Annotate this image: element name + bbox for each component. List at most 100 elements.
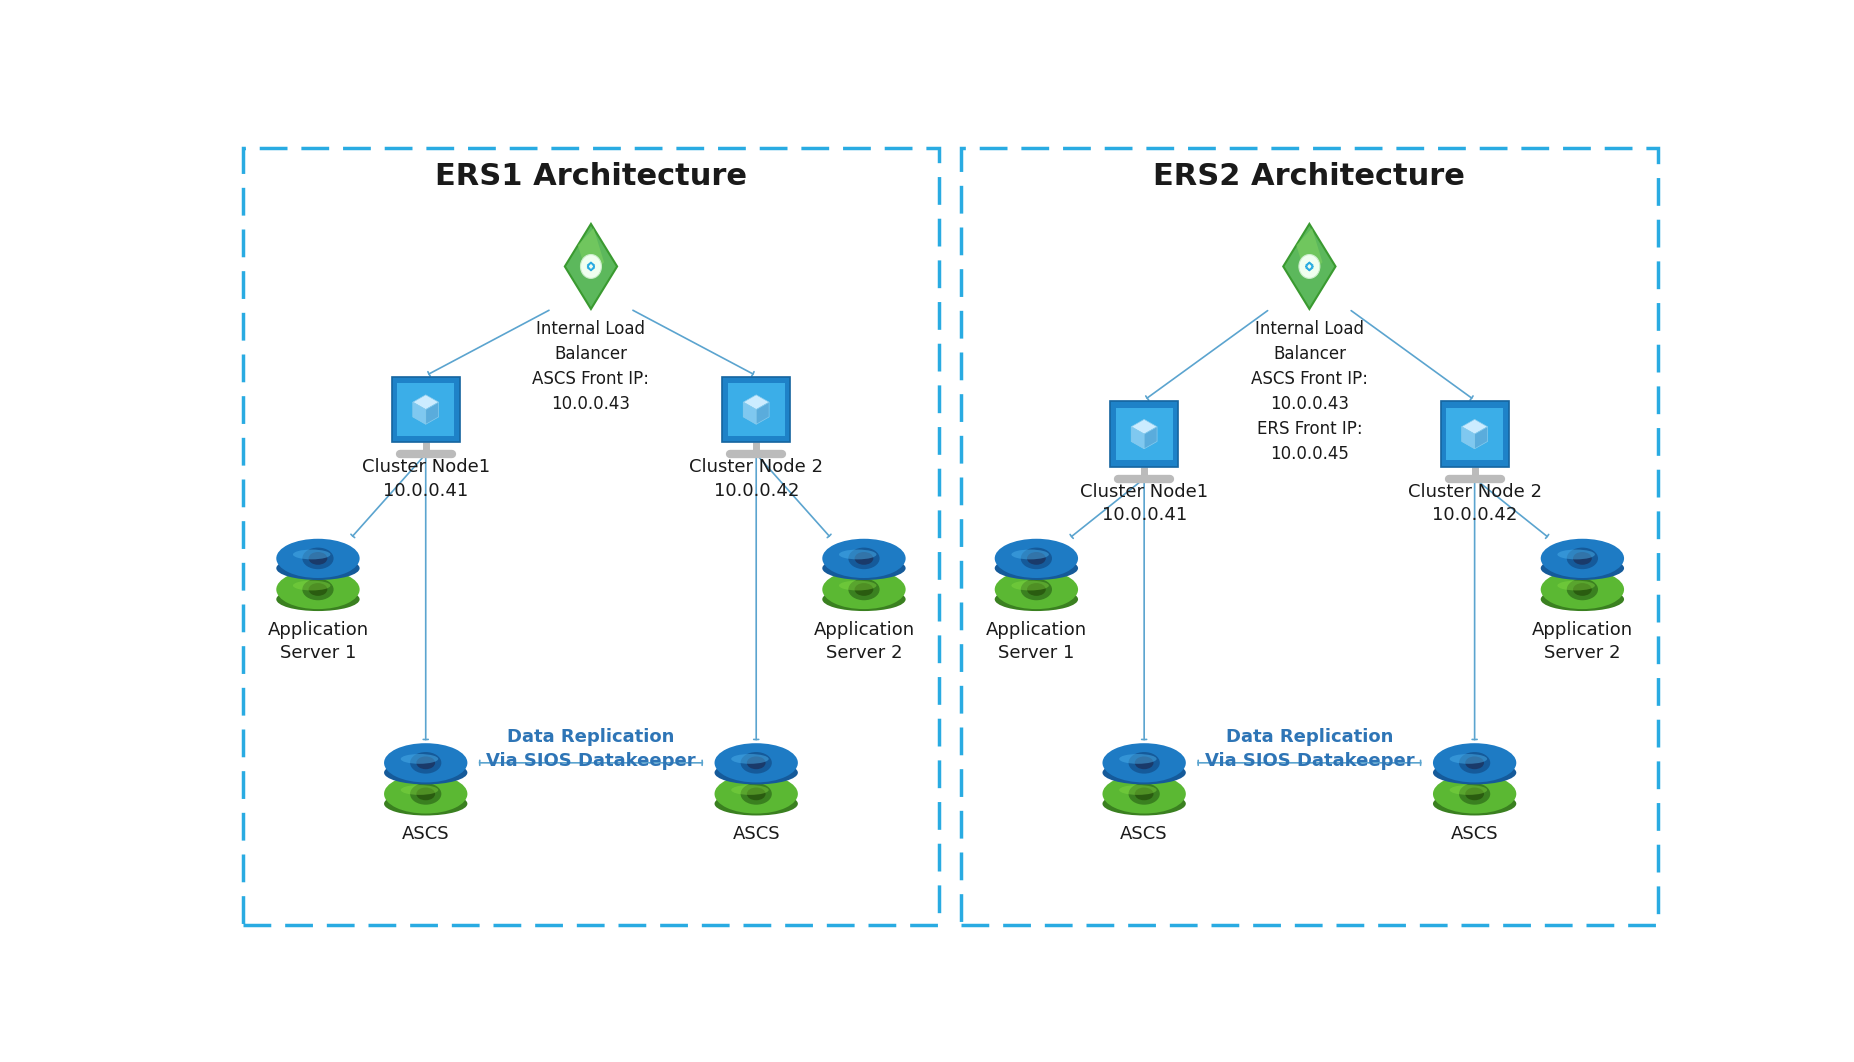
Ellipse shape — [840, 549, 877, 560]
Circle shape — [1300, 255, 1320, 278]
Polygon shape — [743, 402, 756, 425]
Ellipse shape — [1103, 743, 1187, 783]
Text: Application
Server 2: Application Server 2 — [1531, 620, 1633, 662]
Polygon shape — [413, 395, 439, 410]
Ellipse shape — [302, 548, 334, 569]
Polygon shape — [756, 402, 769, 425]
Ellipse shape — [1120, 754, 1157, 764]
Polygon shape — [1474, 427, 1487, 449]
Polygon shape — [1283, 224, 1335, 309]
Ellipse shape — [823, 570, 905, 610]
Ellipse shape — [1541, 556, 1624, 580]
Ellipse shape — [400, 785, 438, 794]
FancyBboxPatch shape — [391, 377, 460, 442]
Polygon shape — [578, 228, 604, 279]
Text: ASCS: ASCS — [402, 825, 449, 843]
Ellipse shape — [1541, 570, 1624, 610]
Ellipse shape — [1135, 756, 1153, 769]
Ellipse shape — [714, 792, 797, 816]
Ellipse shape — [384, 774, 467, 813]
Polygon shape — [1461, 427, 1474, 449]
Text: ERS1 Architecture: ERS1 Architecture — [436, 161, 747, 191]
Ellipse shape — [276, 538, 360, 578]
Ellipse shape — [293, 581, 330, 590]
Ellipse shape — [1103, 774, 1187, 813]
Ellipse shape — [1450, 754, 1487, 764]
FancyBboxPatch shape — [243, 148, 940, 925]
Ellipse shape — [855, 552, 873, 565]
Ellipse shape — [740, 752, 771, 773]
Ellipse shape — [823, 538, 905, 578]
Ellipse shape — [840, 581, 877, 590]
Ellipse shape — [417, 788, 436, 801]
Ellipse shape — [1012, 581, 1049, 590]
Ellipse shape — [302, 579, 334, 600]
Ellipse shape — [1459, 752, 1491, 773]
Circle shape — [580, 255, 601, 278]
Text: Cluster Node1
10.0.0.41: Cluster Node1 10.0.0.41 — [362, 458, 489, 500]
Ellipse shape — [276, 587, 360, 611]
Ellipse shape — [1027, 583, 1046, 596]
Polygon shape — [1131, 419, 1157, 434]
Ellipse shape — [823, 587, 905, 611]
Text: Internal Load
Balancer
ASCS Front IP:
10.0.0.43
ERS Front IP:
10.0.0.45: Internal Load Balancer ASCS Front IP: 10… — [1251, 320, 1368, 463]
FancyBboxPatch shape — [960, 148, 1657, 925]
Polygon shape — [743, 395, 769, 410]
Ellipse shape — [1465, 788, 1483, 801]
Text: ASCS: ASCS — [1120, 825, 1168, 843]
Ellipse shape — [740, 783, 771, 805]
Ellipse shape — [1459, 783, 1491, 805]
Text: Application
Server 1: Application Server 1 — [267, 620, 369, 662]
Ellipse shape — [996, 556, 1077, 580]
Ellipse shape — [1022, 548, 1051, 569]
Ellipse shape — [747, 788, 766, 801]
Ellipse shape — [1567, 579, 1598, 600]
Ellipse shape — [823, 556, 905, 580]
Polygon shape — [1296, 228, 1322, 279]
Text: ASCS: ASCS — [1452, 825, 1498, 843]
Ellipse shape — [276, 570, 360, 610]
FancyBboxPatch shape — [1441, 401, 1509, 467]
FancyBboxPatch shape — [1446, 408, 1504, 460]
Ellipse shape — [730, 754, 769, 764]
Text: Application
Server 1: Application Server 1 — [986, 620, 1086, 662]
Ellipse shape — [276, 556, 360, 580]
Ellipse shape — [1557, 549, 1594, 560]
Polygon shape — [1131, 427, 1144, 449]
Polygon shape — [1461, 419, 1487, 434]
Ellipse shape — [1012, 549, 1049, 560]
Ellipse shape — [400, 754, 438, 764]
FancyBboxPatch shape — [1116, 408, 1172, 460]
Ellipse shape — [1135, 788, 1153, 801]
Ellipse shape — [308, 552, 328, 565]
Text: Cluster Node 2
10.0.0.42: Cluster Node 2 10.0.0.42 — [1407, 482, 1543, 525]
Ellipse shape — [1027, 552, 1046, 565]
Ellipse shape — [996, 570, 1077, 610]
Ellipse shape — [384, 760, 467, 785]
Ellipse shape — [1572, 552, 1593, 565]
Polygon shape — [426, 402, 439, 425]
Polygon shape — [1144, 427, 1157, 449]
Text: Data Replication
Via SIOS Datakeeper: Data Replication Via SIOS Datakeeper — [1205, 729, 1415, 770]
Ellipse shape — [1129, 752, 1161, 773]
Ellipse shape — [747, 756, 766, 769]
Ellipse shape — [1129, 783, 1161, 805]
Ellipse shape — [714, 760, 797, 785]
Ellipse shape — [1433, 792, 1517, 816]
FancyBboxPatch shape — [729, 383, 784, 435]
Polygon shape — [565, 224, 617, 309]
FancyBboxPatch shape — [721, 377, 790, 442]
Ellipse shape — [1450, 785, 1487, 794]
Ellipse shape — [1120, 785, 1157, 794]
Ellipse shape — [1567, 548, 1598, 569]
Ellipse shape — [1433, 743, 1517, 783]
Ellipse shape — [1541, 587, 1624, 611]
Ellipse shape — [730, 785, 769, 794]
Ellipse shape — [410, 752, 441, 773]
Text: Application
Server 2: Application Server 2 — [814, 620, 914, 662]
Ellipse shape — [293, 549, 330, 560]
Text: Cluster Node1
10.0.0.41: Cluster Node1 10.0.0.41 — [1081, 482, 1209, 525]
Ellipse shape — [849, 579, 879, 600]
Ellipse shape — [1103, 792, 1187, 816]
Ellipse shape — [417, 756, 436, 769]
